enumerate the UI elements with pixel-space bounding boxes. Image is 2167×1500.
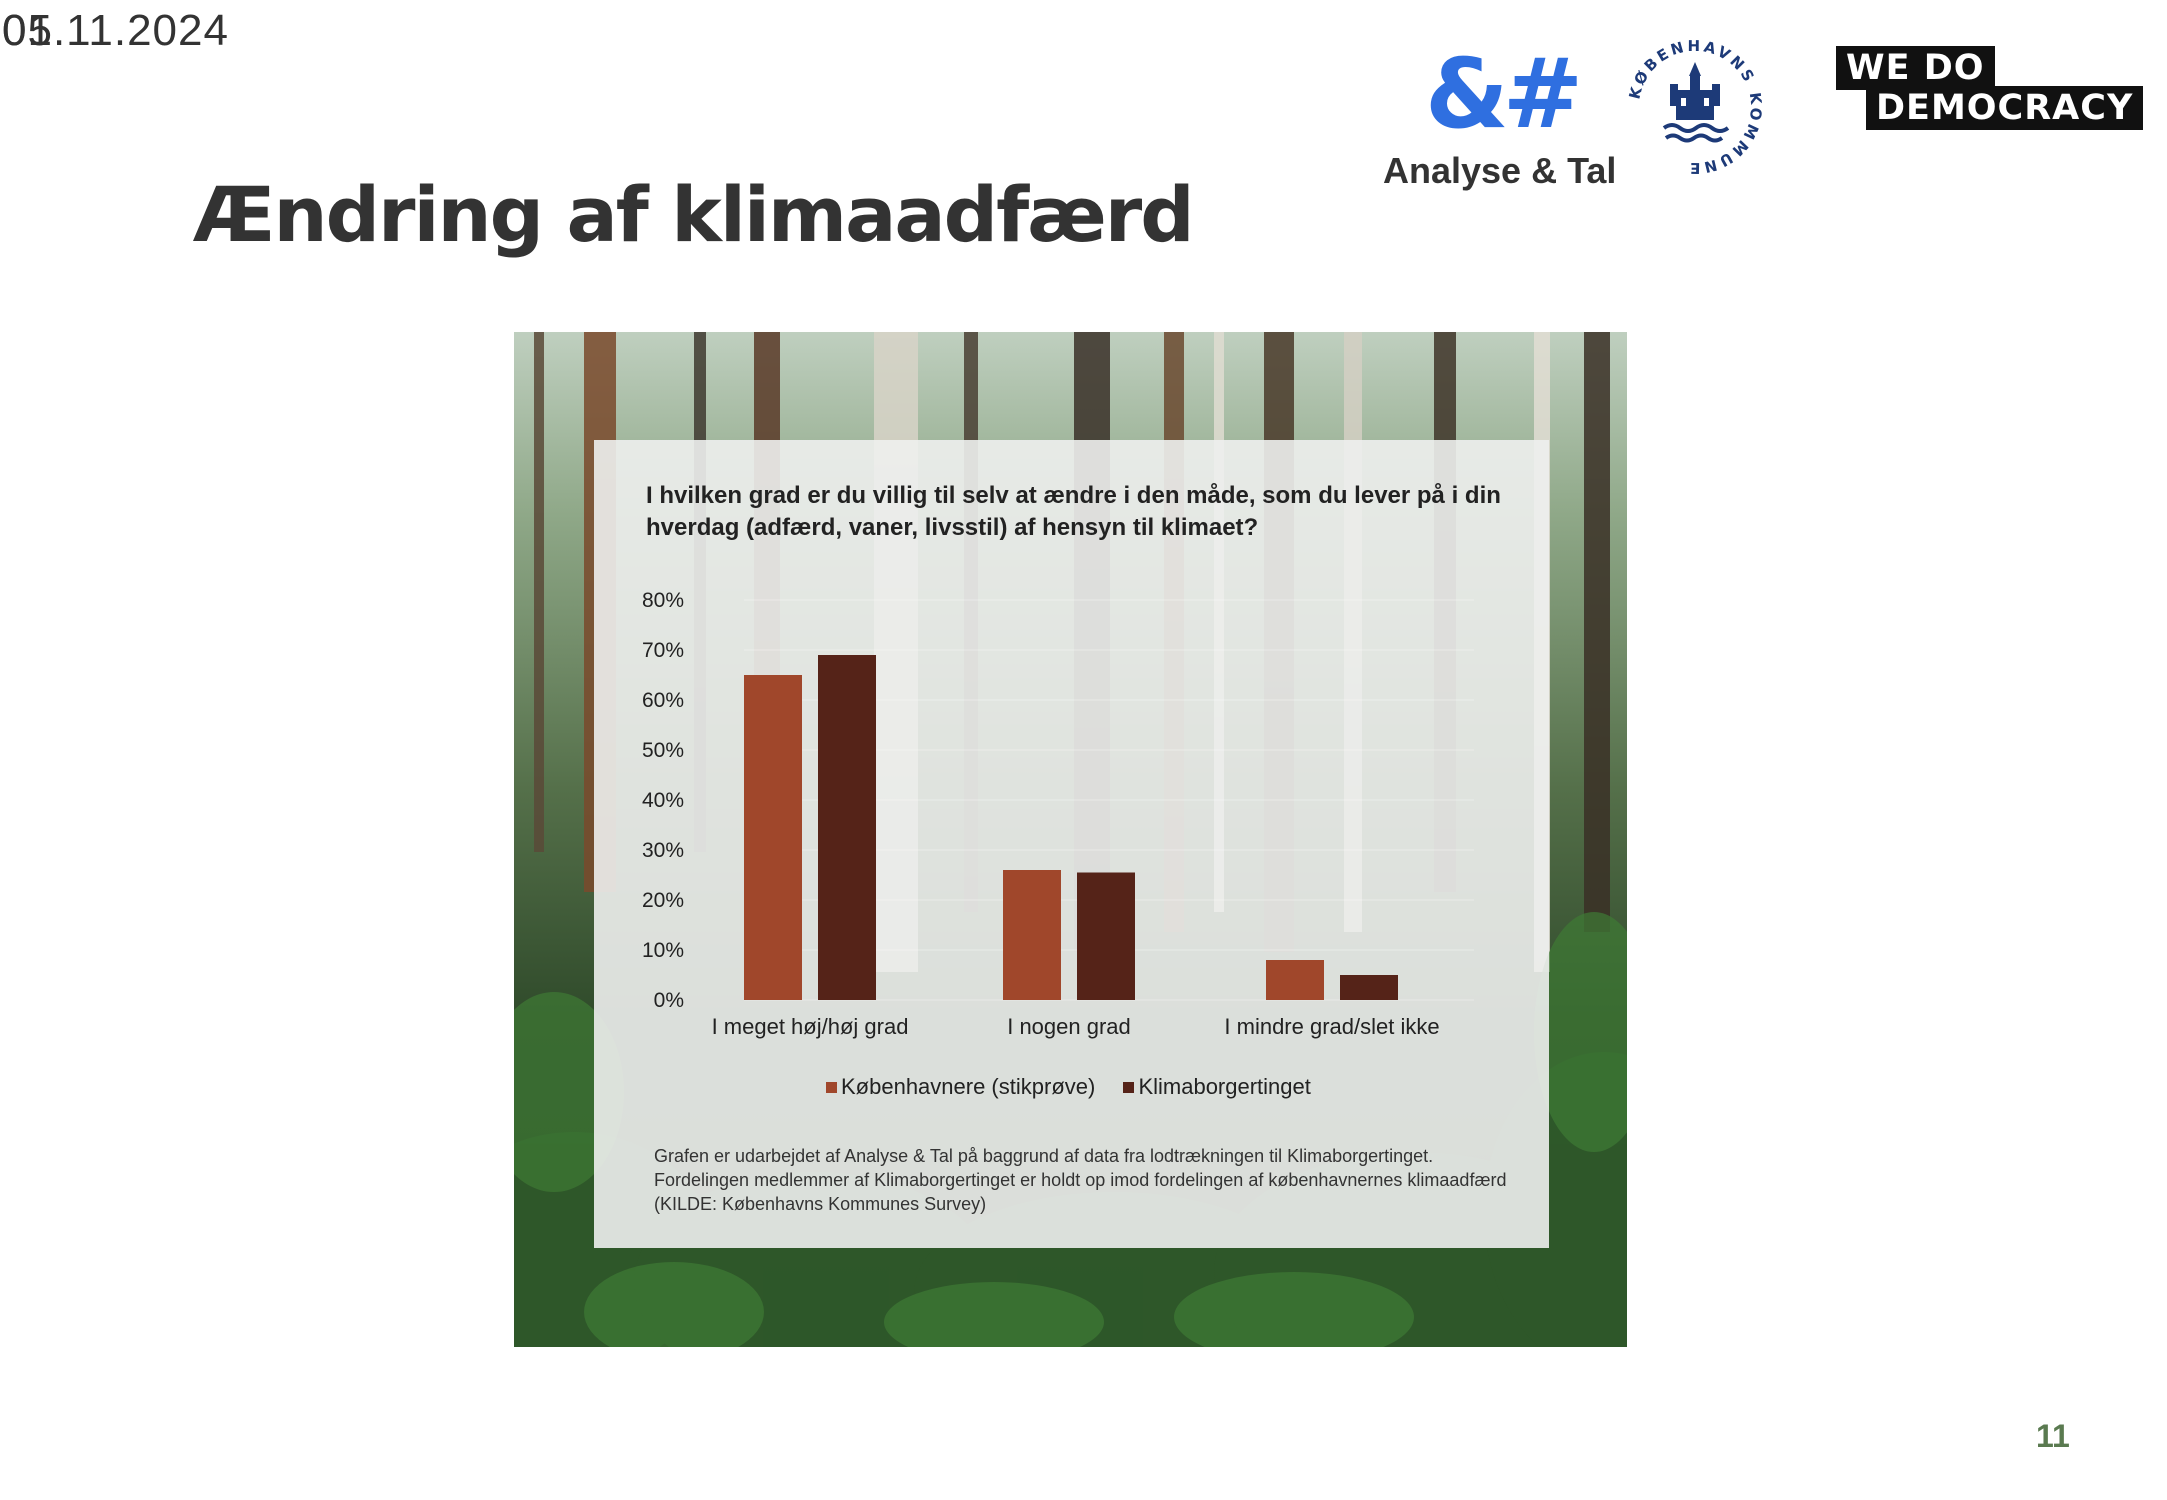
kobenhavns-kommune-seal: KØBENHAVNS KOMMUNE [1625,37,1762,177]
y-tick-label: 60% [642,689,684,712]
bar-klimaborgertinget-2 [1340,975,1398,1000]
x-axis: I meget høj/høj grad I nogen grad I mindre… [712,1014,1440,1039]
legend-swatch-klimaborgertinget [1123,1082,1135,1093]
page-number: 11 [2036,1418,2070,1454]
y-tick-label: 10% [642,939,684,962]
we-do-democracy-logo: WE DO DEMOCRACY [1836,46,2144,134]
x-category-label: I nogen grad [1007,1014,1131,1039]
legend-item-klimaborgertinget: Klimaborgertinget [1123,1074,1311,1100]
legend-label-klimaborgertinget: Klimaborgertinget [1138,1074,1311,1099]
y-tick-label: 80% [642,589,684,612]
bar-kobenhavnere-2 [1266,960,1324,1000]
slide-date: 05.11.2024 01 [2,6,229,56]
y-tick-label: 20% [642,889,684,912]
bar-series [744,655,1398,1000]
legend-label-kobenhavnere: Københavnere (stikprøve) [841,1074,1096,1099]
kobenhavns-kommune-logo: KØBENHAVNS KOMMUNE [1620,32,1770,182]
legend-item-kobenhavnere: Københavnere (stikprøve) [826,1074,1095,1100]
x-category-label: I mindre grad/slet ikke [1224,1014,1439,1039]
y-tick-label: 0% [654,989,684,1012]
y-tick-label: 70% [642,639,684,662]
bar-chart: 0% 10% 20% 30% 40% 50% 60% 70% 80% I meget høj/h… [642,589,1474,1039]
analyse-tal-logo: &# Analyse & Tal [1375,38,1616,198]
x-category-label: I meget høj/høj grad [712,1014,909,1039]
bar-kobenhavnere-0 [744,675,802,1000]
bar-klimaborgertinget-1 [1077,872,1135,1000]
analyse-tal-mark: &# [1425,38,1583,150]
wdd-line1: WE DO [1836,46,1995,90]
date-overlay-text: 01 [2,6,53,55]
bar-klimaborgertinget-0 [818,655,876,1000]
y-tick-label: 50% [642,739,684,762]
bar-kobenhavnere-1 [1003,870,1061,1000]
date-text: 05.11.2024 [2,6,229,55]
y-tick-label: 30% [642,839,684,862]
y-tick-label: 40% [642,789,684,812]
wdd-line2: DEMOCRACY [1866,86,2144,130]
chart-footnote: Grafen er udarbejdet af Analyse & Tal på… [654,1146,1507,1214]
chart-legend: Københavnere (stikprøve) Klimaborgerting… [826,1074,1333,1100]
slide-title: Ændring af klimaadfærd [193,170,1195,259]
chart-title: I hvilken grad er du villig til selv at … [646,482,1501,541]
legend-swatch-kobenhavnere [826,1082,837,1093]
analyse-tal-name: Analyse & Tal [1383,150,1617,191]
